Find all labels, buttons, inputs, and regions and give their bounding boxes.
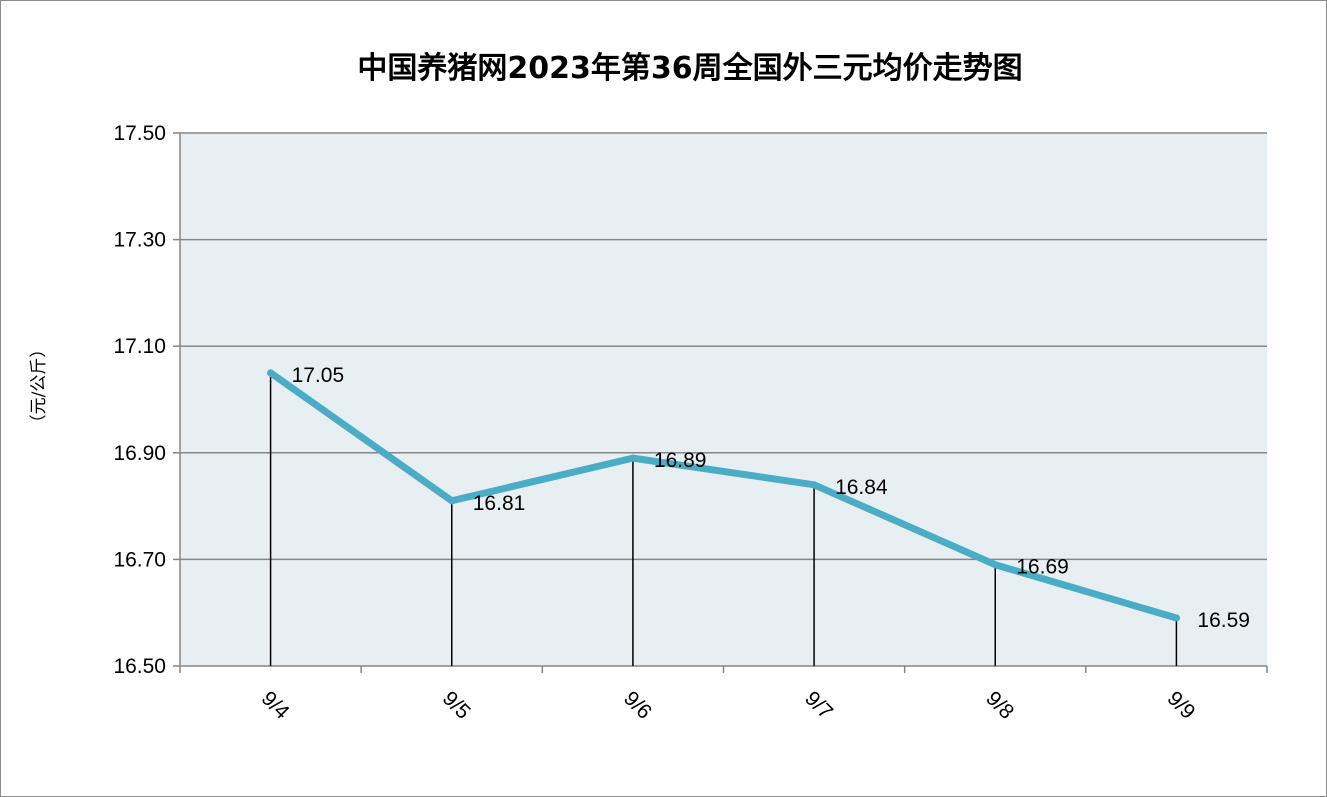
chart-title: 中国养猪网2023年第36周全国外三元均价走势图 xyxy=(357,51,1022,86)
plot-area xyxy=(180,133,1267,666)
data-point-9/6 xyxy=(629,454,637,462)
series-line xyxy=(267,369,1180,622)
x-tick-label-9/4: 9/4 xyxy=(257,687,294,724)
drop-lines xyxy=(269,372,1178,666)
data-label-9/5: 16.81 xyxy=(473,492,526,515)
x-tick-label-9/7: 9/7 xyxy=(800,687,837,724)
y-tick-label-1: 16.70 xyxy=(113,548,166,571)
data-point-9/7 xyxy=(810,481,818,489)
y-tick-label-3: 17.10 xyxy=(113,335,166,358)
data-label-9/7: 16.84 xyxy=(835,476,888,499)
data-label-9/8: 16.69 xyxy=(1016,556,1069,579)
y-tick-label-2: 16.90 xyxy=(113,442,166,465)
y-tick-labels: 16.50 16.70 16.90 17.10 17.30 17.50 xyxy=(113,122,166,678)
data-label-9/6: 16.89 xyxy=(654,449,707,472)
y-axis-label: （元/公斤） xyxy=(29,341,49,432)
data-labels: 17.05 16.81 16.89 16.84 16.69 16.59 xyxy=(292,364,1250,632)
data-point-9/4 xyxy=(267,369,275,377)
data-point-9/8 xyxy=(991,561,999,569)
x-tick-label-9/6: 9/6 xyxy=(619,687,656,724)
y-tick-label-5: 17.50 xyxy=(113,122,166,145)
x-tick-label-9/8: 9/8 xyxy=(981,687,1018,724)
data-label-9/4: 17.05 xyxy=(292,364,345,387)
x-tick-labels: 9/4 9/5 9/6 9/7 9/8 9/9 xyxy=(257,687,1200,724)
y-tick-label-0: 16.50 xyxy=(113,655,166,678)
data-point-9/9 xyxy=(1172,614,1180,622)
data-point-9/5 xyxy=(448,497,456,505)
x-tick-label-9/9: 9/9 xyxy=(1163,687,1200,724)
data-points xyxy=(267,369,1180,622)
data-label-9/9: 16.59 xyxy=(1197,609,1250,632)
y-tick-label-4: 17.30 xyxy=(113,229,166,252)
gridlines xyxy=(180,132,1267,561)
x-tick-label-9/5: 9/5 xyxy=(438,687,475,724)
axes xyxy=(173,132,1268,673)
